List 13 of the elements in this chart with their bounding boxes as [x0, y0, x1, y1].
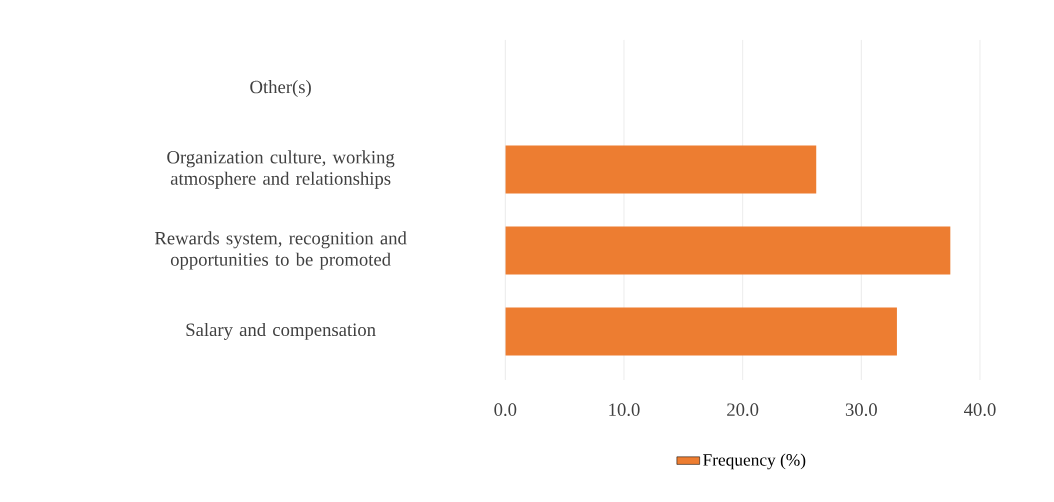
y-tick-label: Other(s) [250, 80, 311, 98]
x-tick-label: 0.0 [494, 403, 517, 417]
bar [505, 307, 897, 356]
bar [505, 226, 951, 275]
x-tick-label: 40.0 [964, 403, 996, 417]
y-tick-label: Salary and compensation [186, 322, 376, 340]
x-tick-label: 10.0 [609, 403, 640, 417]
x-tick-label: 20.0 [727, 403, 759, 417]
legend-label: Frequency (%) [703, 453, 806, 470]
bar [505, 145, 817, 194]
y-tick-label: Organization culture, working atmosphere and relationships [167, 150, 395, 189]
y-tick-label: Rewards system, recognition and opportunities to be promoted [154, 231, 407, 270]
x-tick-label: 30.0 [845, 403, 877, 417]
